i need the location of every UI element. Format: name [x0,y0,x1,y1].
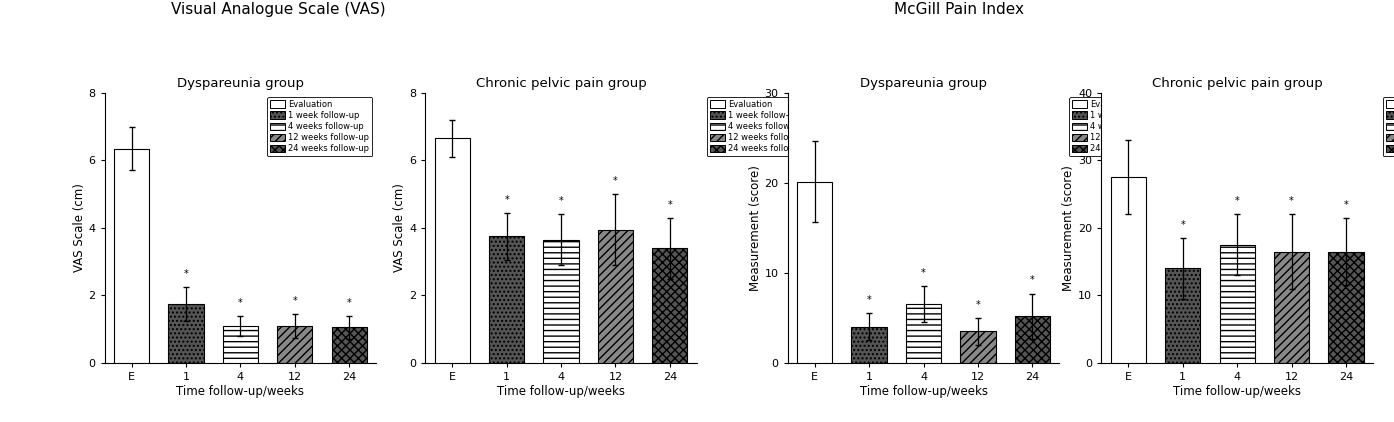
Y-axis label: Measurement (score): Measurement (score) [749,165,761,291]
X-axis label: Time follow-up/weeks: Time follow-up/weeks [498,385,625,398]
Bar [598,230,633,363]
Bar [797,182,832,363]
Text: *: * [867,295,871,305]
Y-axis label: Measurement (score): Measurement (score) [1062,165,1075,291]
Bar [332,327,367,363]
Text: *: * [1344,200,1348,210]
Bar [223,326,258,363]
Text: *: * [921,268,926,278]
Bar [852,327,887,363]
Text: *: * [559,196,563,206]
Text: *: * [1181,220,1185,230]
Bar [169,304,204,363]
Bar [906,304,941,363]
Bar [277,326,312,363]
Legend: Evaluation, 1 week follow-up, 4 weeks follow-up, 12 weeks follow-up, 24 weeks fo: Evaluation, 1 week follow-up, 4 weeks fo… [268,97,372,156]
Title: Dyspareunia group: Dyspareunia group [177,77,304,90]
Bar [652,248,687,363]
Legend: Evaluation, 1 week follow-up, 4 weeks follow-up, 12 weeks follow-up, 24 weeks fo: Evaluation, 1 week follow-up, 4 weeks fo… [1069,97,1174,156]
Text: *: * [1289,196,1294,206]
Title: Dyspareunia group: Dyspareunia group [860,77,987,90]
Bar [1274,252,1309,363]
X-axis label: Time follow-up/weeks: Time follow-up/weeks [1174,385,1301,398]
Y-axis label: VAS Scale (cm): VAS Scale (cm) [393,184,406,272]
Bar [1328,252,1363,363]
Text: *: * [505,195,509,205]
Title: Chronic pelvic pain group: Chronic pelvic pain group [1151,77,1323,90]
Text: *: * [1030,276,1034,286]
Bar [544,240,579,363]
Legend: Evaluation, 1 week follow-up, 4 weeks follow-up, 12 weeks follow-up, 24 weeks fo: Evaluation, 1 week follow-up, 4 weeks fo… [1383,97,1394,156]
Text: *: * [347,298,351,308]
X-axis label: Time follow-up/weeks: Time follow-up/weeks [860,385,987,398]
Bar [489,236,524,363]
Text: McGill Pain Index: McGill Pain Index [894,2,1025,17]
Title: Chronic pelvic pain group: Chronic pelvic pain group [475,77,647,90]
Bar [1220,245,1255,363]
Y-axis label: VAS Scale (cm): VAS Scale (cm) [72,184,85,272]
Text: *: * [976,300,980,310]
Text: *: * [1235,196,1239,206]
Bar [114,149,149,363]
Bar [1165,268,1200,363]
Text: *: * [668,200,672,210]
Bar [1015,316,1050,363]
Text: *: * [184,269,188,279]
Bar [1111,177,1146,363]
Legend: Evaluation, 1 week follow-up, 4 weeks follow-up, 12 weeks follow-up, 24 weeks fo: Evaluation, 1 week follow-up, 4 weeks fo… [707,97,811,156]
Text: *: * [293,296,297,306]
X-axis label: Time follow-up/weeks: Time follow-up/weeks [177,385,304,398]
Text: *: * [238,298,243,308]
Bar [960,331,995,363]
Text: *: * [613,176,618,186]
Text: Visual Analogue Scale (VAS): Visual Analogue Scale (VAS) [171,2,386,17]
Bar [435,138,470,363]
